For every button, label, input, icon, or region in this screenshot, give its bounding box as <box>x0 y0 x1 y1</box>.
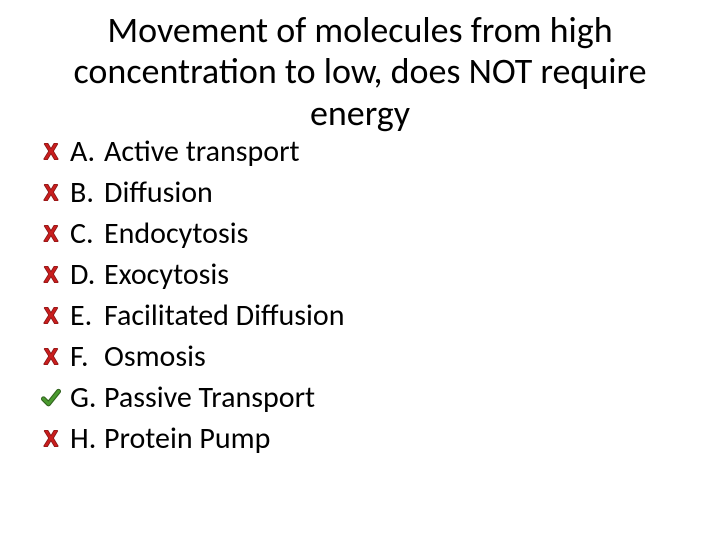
option-letter: B. <box>68 173 104 212</box>
option-text: Endocytosis <box>104 214 248 253</box>
option-letter: E. <box>68 296 104 335</box>
option-text: Protein Pump <box>104 419 270 458</box>
option-letter: A. <box>68 132 104 171</box>
option-row: X C. Endocytosis <box>40 214 680 253</box>
option-letter: H. <box>68 419 104 458</box>
question-title: Movement of molecules from high concentr… <box>40 10 680 134</box>
option-letter: F. <box>68 337 104 376</box>
check-icon <box>40 387 62 409</box>
slide: Movement of molecules from high concentr… <box>0 0 720 540</box>
x-icon: X <box>40 428 62 450</box>
option-row: X H. Protein Pump <box>40 419 680 458</box>
option-row: X E. Facilitated Diffusion <box>40 296 680 335</box>
option-text: Active transport <box>104 132 300 171</box>
x-icon: X <box>40 305 62 327</box>
option-text: Passive Transport <box>104 378 315 417</box>
options-list: X A. Active transport X B. Diffusion X C… <box>40 132 680 458</box>
option-row: X A. Active transport <box>40 132 680 171</box>
option-row: G. Passive Transport <box>40 378 680 417</box>
x-icon: X <box>40 223 62 245</box>
option-text: Facilitated Diffusion <box>104 296 344 335</box>
option-letter: G. <box>68 378 104 417</box>
option-row: X F. Osmosis <box>40 337 680 376</box>
x-icon: X <box>40 264 62 286</box>
option-row: X B. Diffusion <box>40 173 680 212</box>
option-text: Exocytosis <box>104 255 229 294</box>
option-letter: C. <box>68 214 104 253</box>
x-icon: X <box>40 182 62 204</box>
option-letter: D. <box>68 255 104 294</box>
x-icon: X <box>40 141 62 163</box>
option-text: Diffusion <box>104 173 213 212</box>
x-icon: X <box>40 346 62 368</box>
option-text: Osmosis <box>104 337 206 376</box>
option-row: X D. Exocytosis <box>40 255 680 294</box>
